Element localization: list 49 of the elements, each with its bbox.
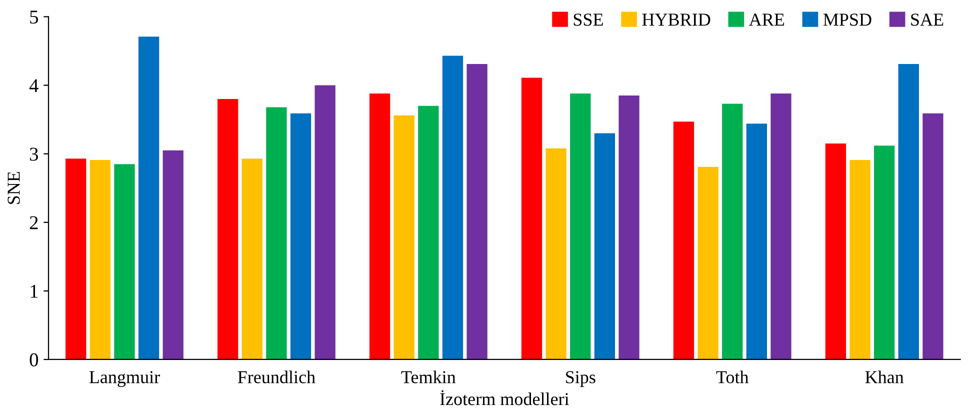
bar [825, 144, 846, 360]
x-tick-label: Freundlich [238, 370, 316, 384]
bar [90, 160, 110, 360]
y-axis-title: SNE [8, 172, 20, 204]
bar [922, 113, 944, 360]
bar [570, 94, 591, 360]
bar [618, 96, 640, 360]
legend-label: SAE [911, 14, 944, 26]
legend-label: MPSD [823, 14, 872, 26]
bar [521, 78, 542, 360]
bar [66, 158, 86, 360]
legend-label: ARE [749, 14, 784, 26]
bar [369, 94, 390, 360]
x-axis-title: İzoterm modelleri [440, 390, 569, 406]
legend-label: SSE [574, 14, 603, 26]
bar [394, 115, 414, 360]
bar [546, 148, 566, 360]
y-tick-label: 0 [30, 353, 38, 366]
bar [898, 64, 919, 360]
bar [418, 106, 439, 360]
bar [722, 104, 743, 360]
bar [770, 94, 792, 360]
bar [242, 158, 262, 360]
bar [266, 107, 287, 360]
legend-label: HYBRID [642, 14, 710, 26]
y-tick-label: 4 [29, 79, 38, 92]
bar [850, 160, 870, 360]
bar [874, 146, 895, 360]
bar [466, 64, 488, 360]
bar [746, 124, 767, 360]
bar [138, 36, 160, 360]
bar [290, 113, 312, 360]
bar [594, 133, 616, 360]
bar [162, 150, 184, 360]
x-tick-label: Toth [716, 370, 749, 384]
y-tick-label: 1 [30, 284, 38, 298]
bar [442, 56, 464, 360]
y-tick-label: 5 [30, 10, 38, 24]
x-tick-label: Temkin [401, 370, 456, 384]
y-tick-label: 2 [30, 216, 38, 230]
y-tick-label: 3 [30, 148, 38, 161]
bar [673, 122, 694, 360]
bar [314, 85, 336, 360]
x-tick-label: Khan [865, 370, 904, 384]
x-tick-label: Sips [566, 371, 596, 387]
bar [114, 164, 135, 360]
x-tick-label: Langmuir [89, 371, 160, 387]
bar [217, 98, 238, 360]
bar [698, 166, 718, 360]
